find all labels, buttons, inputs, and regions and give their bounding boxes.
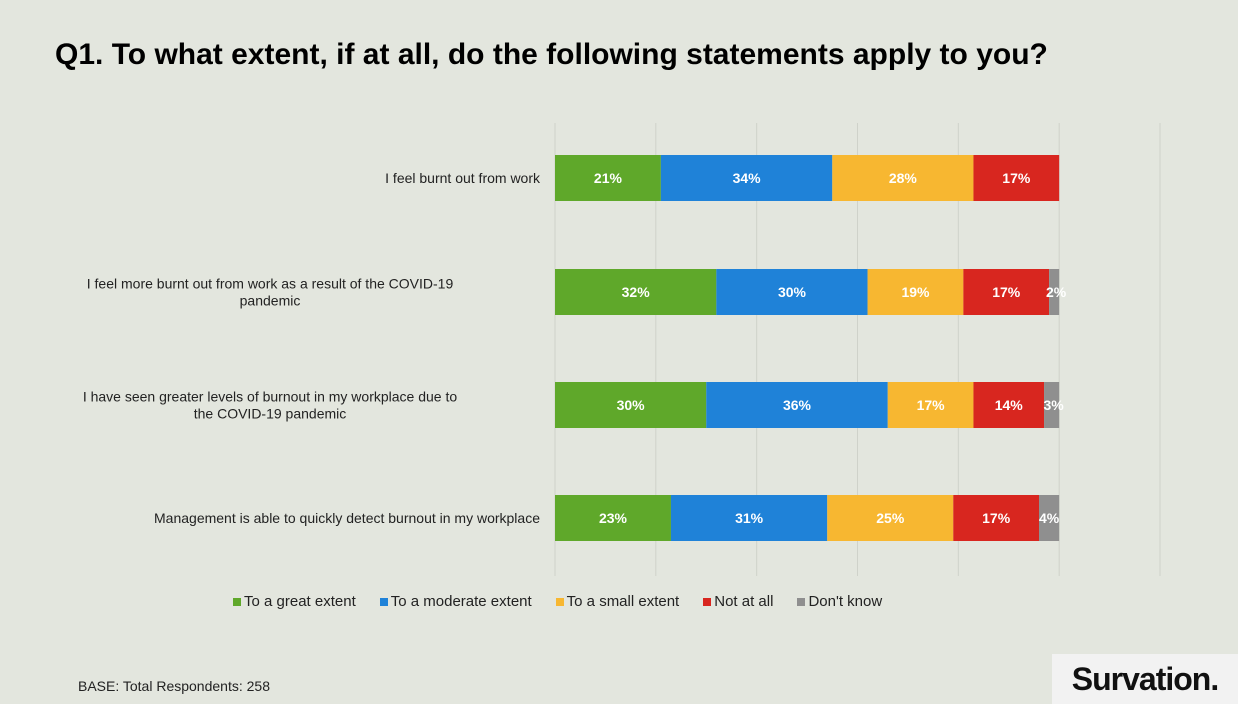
data-label: 2% [1046, 284, 1067, 300]
category-label: I have seen greater levels of burnout in… [83, 389, 458, 422]
legend-item: To a moderate extent [379, 593, 532, 610]
data-label: 17% [992, 284, 1021, 300]
data-label: 25% [876, 510, 905, 526]
data-label: 3% [1043, 397, 1064, 413]
legend-swatch [379, 597, 388, 606]
data-label: 28% [889, 170, 918, 186]
chart-title: Q1. To what extent, if at all, do the fo… [55, 38, 1048, 71]
data-label: 31% [735, 510, 764, 526]
bar-segment [963, 269, 1050, 315]
data-label: 30% [617, 397, 646, 413]
bar-segment [1049, 269, 1060, 315]
bar-segment [1044, 382, 1060, 428]
bar-segment [953, 495, 1039, 541]
bar-segment [706, 382, 888, 428]
data-label: 32% [622, 284, 651, 300]
data-label: 19% [901, 284, 930, 300]
legend-swatch [703, 597, 712, 606]
bar-segment [973, 155, 1060, 201]
legend-swatch [233, 597, 241, 606]
bar-segment [555, 155, 661, 201]
data-label: 14% [995, 397, 1024, 413]
category-label: Management is able to quickly detect bur… [154, 510, 540, 526]
base-note: BASE: Total Respondents: 258 [78, 678, 270, 694]
bar-segment [660, 155, 833, 201]
bar-segment [867, 269, 964, 315]
data-label: 36% [783, 397, 812, 413]
data-label: 17% [1002, 170, 1031, 186]
category-label: I feel more burnt out from work as a res… [87, 276, 454, 309]
legend-item: Not at all [703, 593, 773, 610]
data-label: 17% [917, 397, 946, 413]
legend-label: To a small extent [566, 593, 680, 610]
bar-segment [827, 495, 954, 541]
legend-item: To a great extent [233, 593, 356, 610]
category-label: I feel burnt out from work [385, 170, 541, 186]
bars: 21% 34% 28% 17% 32% 30% 19% 17% 2% 30% 36% 17% 14% 3%… [555, 155, 1067, 541]
bar-segment [1039, 495, 1060, 541]
category-labels: I feel burnt out from work I feel more bu… [83, 170, 541, 526]
bar-segment [716, 269, 868, 315]
legend-swatch [797, 597, 806, 606]
bar-segment [555, 269, 717, 315]
legend: To a great extent To a moderate extent To … [233, 593, 882, 610]
bar-segment [670, 495, 828, 541]
legend-label: Don't know [808, 593, 883, 610]
legend-label: To a moderate extent [390, 593, 532, 610]
legend-item: To a small extent [555, 593, 680, 610]
brand-logo: Survation. [1052, 654, 1238, 704]
legend-label: Not at all [714, 593, 774, 610]
legend-item: Don't know [797, 593, 882, 610]
data-label: 17% [982, 510, 1011, 526]
bar-segment [555, 382, 707, 428]
data-label: 21% [594, 170, 623, 186]
bar-segment [887, 382, 974, 428]
bar-segment [555, 495, 671, 541]
data-label: 34% [733, 170, 762, 186]
legend-label: To a great extent [244, 593, 356, 610]
data-label: 23% [599, 510, 628, 526]
bar-segment [832, 155, 974, 201]
legend-swatch [555, 597, 564, 606]
bar-segment [973, 382, 1045, 428]
data-label: 4% [1039, 510, 1060, 526]
data-label: 30% [778, 284, 807, 300]
